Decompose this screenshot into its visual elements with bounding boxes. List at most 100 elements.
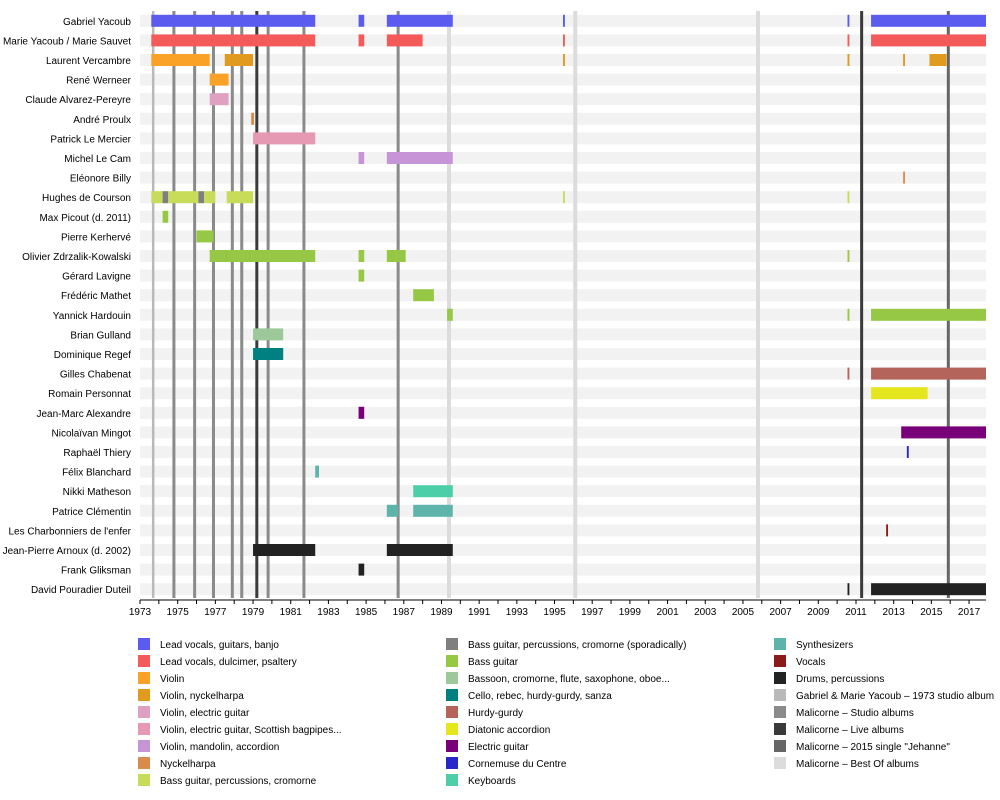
- membership-bar: [386, 544, 453, 556]
- x-tick-label: 2001: [656, 607, 679, 618]
- membership-bar: [251, 112, 254, 125]
- membership-bar: [209, 250, 316, 262]
- legend-label: Nyckelharpa: [160, 759, 216, 770]
- x-tick-label: 2009: [807, 607, 830, 618]
- member-label: Gilles Chabenat: [60, 370, 131, 381]
- x-tick-label: 1977: [204, 607, 227, 618]
- membership-bar: [847, 308, 850, 321]
- legend-label: Bass guitar: [468, 657, 519, 668]
- row-track: [140, 132, 986, 145]
- x-tick-label: 1991: [468, 607, 491, 618]
- membership-bar: [151, 191, 163, 204]
- membership-bar: [901, 426, 986, 439]
- membership-bar: [413, 504, 453, 517]
- membership-bar: [447, 308, 453, 321]
- membership-bar: [151, 14, 316, 27]
- row-track: [140, 563, 986, 576]
- membership-bar: [563, 191, 565, 204]
- x-tick-label: 1995: [543, 607, 566, 618]
- row-track: [140, 308, 986, 321]
- x-tick-label: 2017: [958, 607, 981, 618]
- membership-bar: [386, 504, 399, 517]
- legend-swatch: [446, 706, 458, 718]
- member-label: Patrick Le Mercier: [50, 134, 131, 145]
- membership-bar: [204, 191, 216, 204]
- x-tick-label: 1989: [430, 607, 453, 618]
- row-track: [140, 504, 986, 517]
- membership-bar: [198, 191, 205, 204]
- membership-bar: [358, 14, 365, 27]
- member-label: Max Picout (d. 2011): [39, 213, 131, 224]
- legend-label: Violin, nyckelharpa: [160, 691, 244, 702]
- x-tick-label: 1973: [129, 607, 152, 618]
- row-track: [140, 250, 986, 262]
- membership-bar: [168, 191, 199, 204]
- member-label: Gabriel Yacoub: [63, 17, 131, 28]
- legend-swatch: [774, 638, 786, 650]
- legend-swatch: [446, 757, 458, 769]
- legend-swatch: [774, 672, 786, 684]
- member-label: Brian Gulland: [70, 330, 131, 341]
- member-label: René Werneer: [66, 76, 132, 87]
- legend-label: Hurdy-gurdy: [468, 708, 523, 719]
- membership-bar: [358, 250, 365, 262]
- legend-swatch: [446, 774, 458, 786]
- legend-label: Lead vocals, dulcimer, psaltery: [160, 657, 297, 668]
- legend-swatch: [446, 655, 458, 667]
- row-track: [140, 348, 986, 360]
- legend-swatch: [774, 706, 786, 718]
- member-label: Les Charbonniers de l'enfer: [8, 526, 131, 537]
- legend-label: Gabriel & Marie Yacoub – 1973 studio alb…: [796, 691, 994, 702]
- legend-label: Diatonic accordion: [468, 725, 550, 736]
- row-track: [140, 465, 986, 478]
- row-track: [140, 328, 986, 341]
- x-tick-label: 2015: [920, 607, 943, 618]
- x-tick-label: 1997: [581, 607, 604, 618]
- legend-swatch: [446, 723, 458, 735]
- row-track: [140, 210, 986, 223]
- membership-bar: [847, 14, 850, 27]
- member-label: Nikki Matheson: [63, 487, 131, 498]
- membership-bar: [358, 406, 365, 419]
- membership-bar: [386, 34, 423, 47]
- row-track: [140, 73, 986, 86]
- membership-bar: [847, 191, 850, 204]
- x-tick-label: 2005: [732, 607, 755, 618]
- row-track: [140, 406, 986, 419]
- member-label: David Pouradier Duteil: [31, 585, 131, 596]
- member-label: Jean-Marc Alexandre: [37, 409, 132, 420]
- legend-label: Malicorne – Best Of albums: [796, 759, 919, 770]
- row-track: [140, 485, 986, 498]
- membership-bar: [151, 54, 210, 66]
- member-label: Félix Blanchard: [62, 468, 131, 479]
- x-tick-label: 1975: [167, 607, 190, 618]
- legend-label: Violin, mandolin, accordion: [160, 742, 279, 753]
- membership-bar: [253, 328, 284, 341]
- membership-bar: [253, 544, 316, 556]
- legend-label: Cornemuse du Centre: [468, 759, 567, 770]
- member-label: Patrice Clémentin: [52, 507, 131, 518]
- row-track: [140, 289, 986, 302]
- legend-swatch: [138, 672, 150, 684]
- membership-bar: [929, 54, 947, 66]
- membership-bar: [315, 465, 319, 478]
- legend-label: Malicorne – 2015 single "Jehanne": [796, 742, 950, 753]
- membership-bar: [162, 210, 169, 223]
- membership-bar: [413, 485, 453, 498]
- member-label: Frank Gliksman: [61, 566, 131, 577]
- legend-label: Lead vocals, guitars, banjo: [160, 640, 279, 651]
- membership-bar: [871, 308, 986, 321]
- membership-bar: [871, 583, 986, 596]
- membership-bar: [871, 34, 986, 47]
- member-label: Eléonore Billy: [70, 174, 131, 185]
- legend-swatch: [774, 757, 786, 769]
- x-tick-label: 1987: [393, 607, 416, 618]
- member-label: Claude Alvarez-Pereyre: [25, 95, 131, 106]
- member-label: Romain Personnat: [48, 389, 131, 400]
- membership-bar: [209, 93, 229, 106]
- membership-bar: [209, 73, 229, 86]
- membership-bar: [871, 387, 928, 400]
- row-track: [140, 93, 986, 106]
- membership-bar: [563, 14, 565, 27]
